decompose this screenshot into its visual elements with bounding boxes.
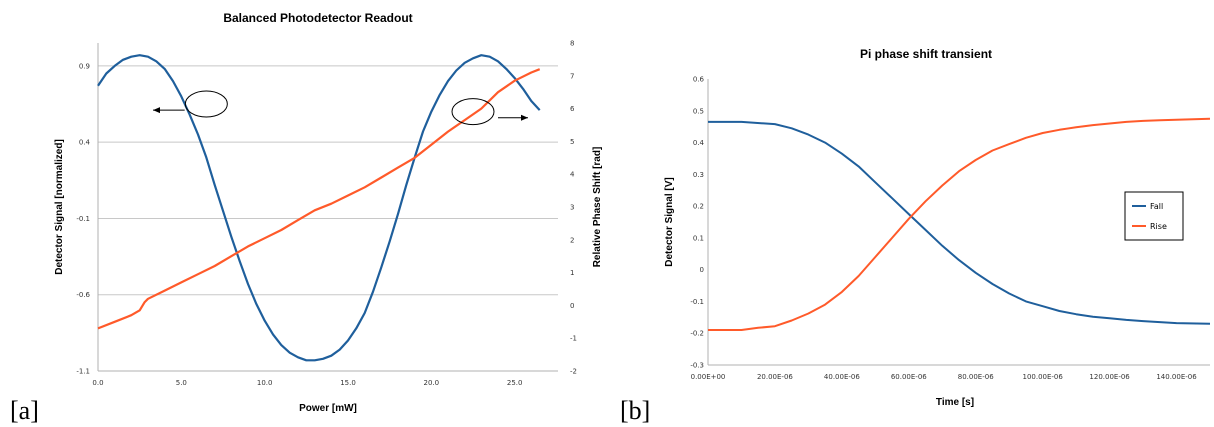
y-tick-label: -0.3 [690, 362, 704, 370]
y2-tick-label: 8 [570, 40, 574, 48]
y2-tick-label: 0 [570, 302, 574, 310]
chart-b-title: Pi phase shift transient [860, 47, 992, 61]
y2-tick-label: 2 [570, 236, 574, 244]
chart-a-y2-ticks: 8 7 6 5 4 3 2 1 0 -1 -2 [570, 40, 577, 376]
x-tick-label: 100.00E-06 [1022, 373, 1063, 381]
panel-label-b: [b] [620, 396, 650, 425]
y-tick-label: 0.9 [79, 62, 90, 70]
chart-a-title: Balanced Photodetector Readout [223, 11, 412, 25]
y2-tick-label: 4 [570, 171, 575, 179]
y-tick-label: -1.1 [76, 368, 90, 376]
y2-tick-label: 1 [570, 269, 574, 277]
y2-tick-label: 3 [570, 204, 574, 212]
y2-tick-label: 7 [570, 72, 574, 80]
chart-b-y-label: Detector Signal [V] [664, 177, 675, 266]
chart-a-x-label: Power [mW] [299, 403, 357, 414]
series-line-detector-signal [97, 54, 541, 362]
x-tick-label: 60.00E-06 [891, 373, 927, 381]
y-tick-label: 0.4 [79, 139, 91, 147]
x-tick-label: 120.00E-06 [1089, 373, 1130, 381]
y2-tick-label: 5 [570, 138, 574, 146]
legend-label-rise: Rise [1150, 222, 1167, 231]
panel-label-a: [a] [10, 396, 39, 425]
chart-b-series [708, 117, 1211, 331]
y-tick-label: 0.2 [693, 203, 704, 211]
chart-a-y-ticks: 0.9 0.4 -0.1 -0.6 -1.1 [76, 62, 90, 375]
annotation-ellipse [184, 90, 228, 118]
x-tick-label: 15.0 [340, 379, 356, 387]
y-tick-label: -0.2 [690, 330, 704, 338]
x-tick-label: 10.0 [257, 379, 273, 387]
y-tick-label: 0.5 [693, 107, 704, 115]
x-tick-label: 20.0 [424, 379, 440, 387]
legend-box [1124, 191, 1184, 241]
chart-a-y2-label: Relative Phase Shift [rad] [592, 147, 603, 268]
x-tick-label: 40.00E-06 [824, 373, 860, 381]
series-line-fall [708, 120, 1211, 325]
y-tick-label: 0.3 [693, 171, 704, 179]
chart-b-legend: Fall Rise [1124, 191, 1184, 241]
y2-tick-label: -2 [570, 368, 577, 376]
y-tick-label: -0.1 [690, 298, 704, 306]
x-tick-label: 80.00E-06 [958, 373, 994, 381]
legend-label-fall: Fall [1150, 202, 1163, 211]
x-tick-label: 20.00E-06 [757, 373, 793, 381]
chart-a-x-ticks: 0.0 5.0 10.0 15.0 20.0 25.0 [92, 379, 522, 387]
annotation-ellipse [451, 98, 495, 126]
y-tick-label: -0.6 [76, 291, 90, 299]
chart-a-y-label: Detector Signal [normalized] [54, 139, 65, 275]
chart-a-series [97, 54, 541, 362]
chart-b: Pi phase shift transient 0.00E+00 20.00E-… [664, 47, 1211, 408]
chart-b-x-ticks: 0.00E+00 20.00E-06 40.00E-06 60.00E-06 80.00… [691, 373, 1198, 381]
chart-a-annotations [153, 90, 528, 126]
x-tick-label: 140.00E-06 [1156, 373, 1197, 381]
chart-b-x-label: Time [s] [936, 397, 974, 408]
y2-tick-label: -1 [570, 335, 577, 343]
y-tick-label: -0.1 [76, 215, 90, 223]
series-line-phase-shift [97, 68, 541, 330]
x-tick-label: 25.0 [507, 379, 523, 387]
x-tick-label: 5.0 [176, 379, 187, 387]
chart-a: Balanced Photodetector Readout 0.0 5.0 10.… [54, 11, 603, 414]
series-line-rise [708, 117, 1211, 331]
x-tick-label: 0.0 [92, 379, 103, 387]
y-tick-label: 0.6 [693, 76, 705, 84]
y-tick-label: 0.1 [693, 234, 704, 242]
chart-b-y-ticks: 0.6 0.5 0.4 0.3 0.2 0.1 0 -0.1 -0.2 -0.3 [690, 76, 704, 370]
y2-tick-label: 6 [570, 105, 575, 113]
y-tick-label: 0 [700, 266, 704, 274]
chart-a-grid [98, 65, 558, 372]
y-tick-label: 0.4 [693, 139, 705, 147]
x-tick-label: 0.00E+00 [691, 373, 726, 381]
